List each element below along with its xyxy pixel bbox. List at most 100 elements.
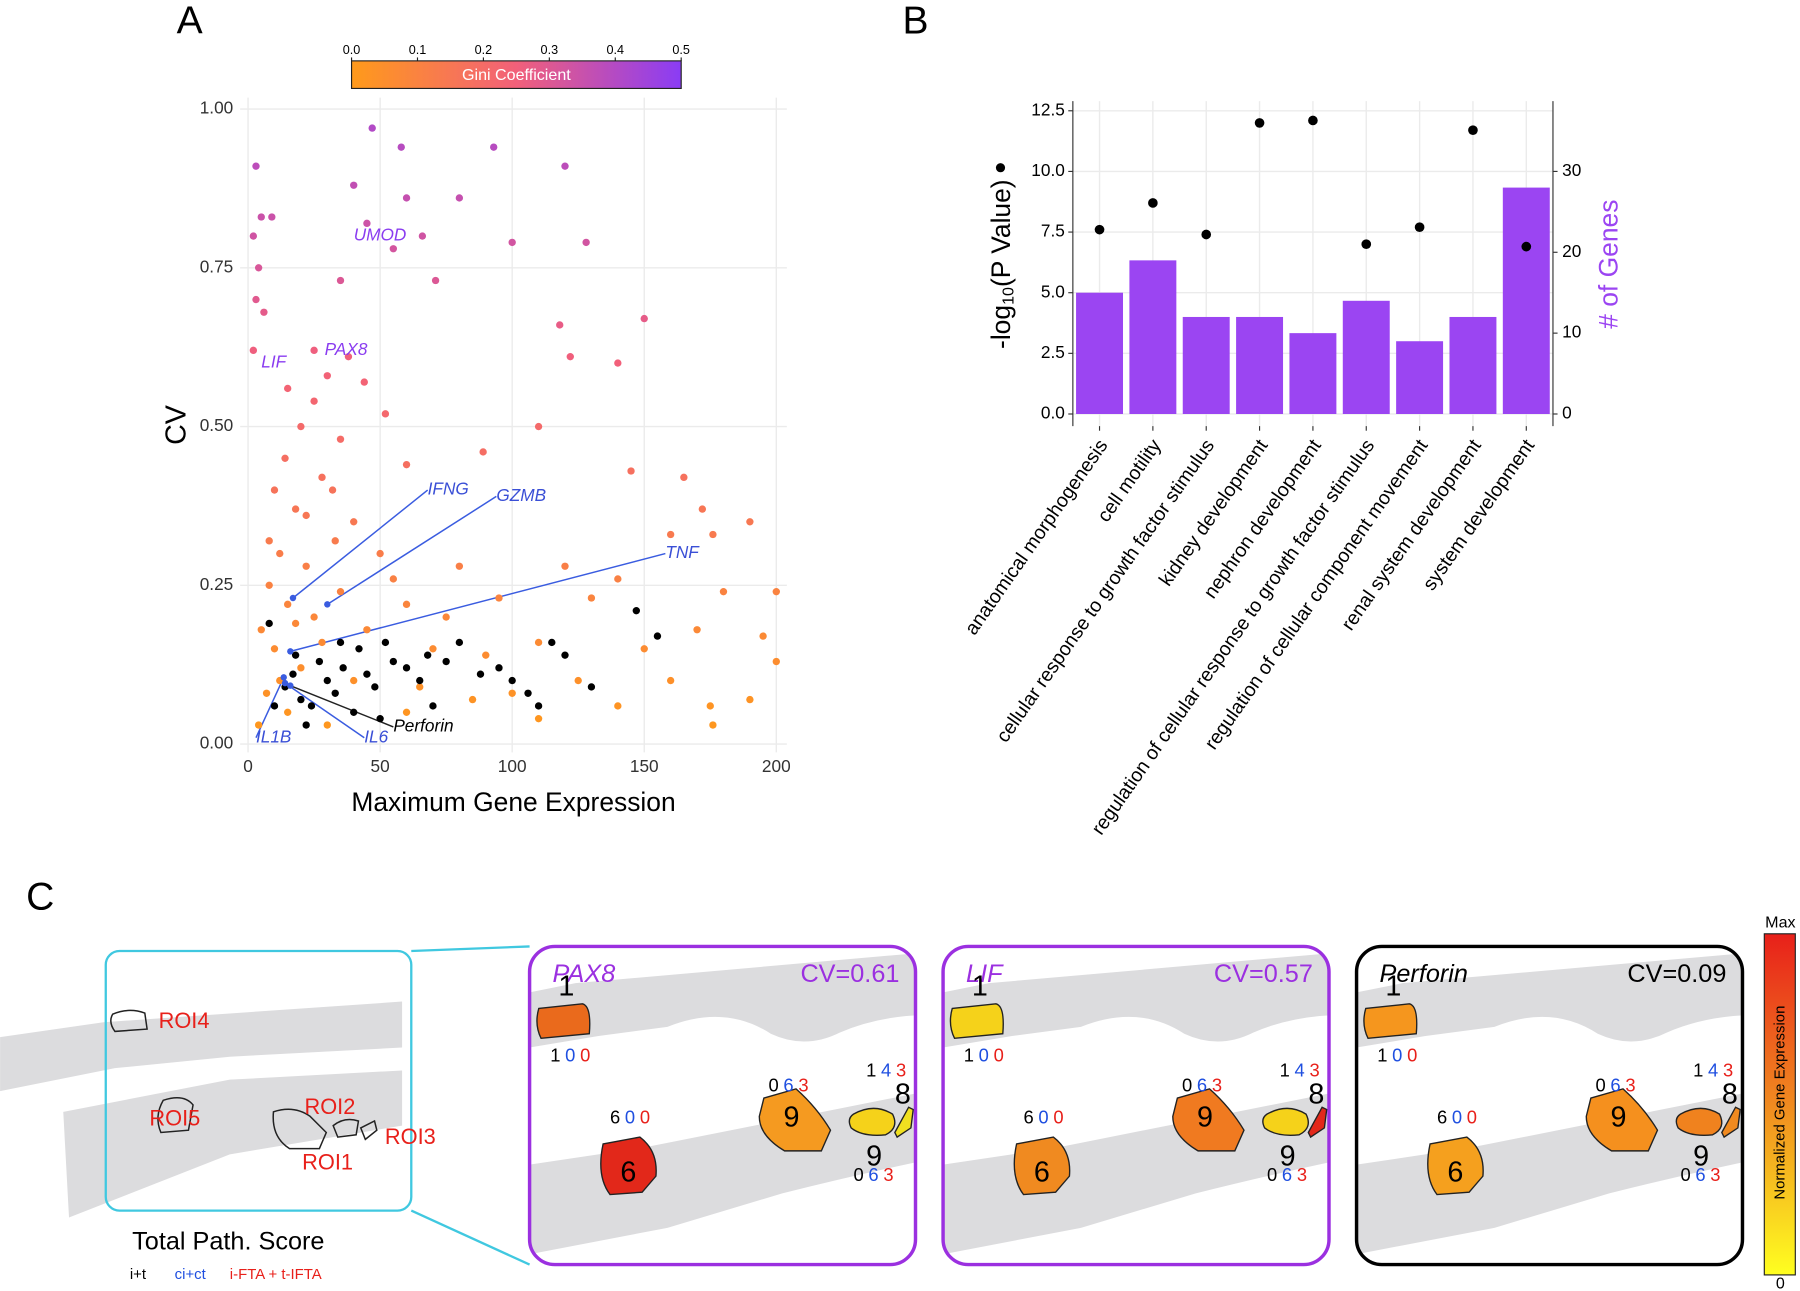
- data-point: [416, 676, 424, 685]
- data-point: [468, 695, 477, 704]
- region-label: 9: [1197, 1101, 1213, 1133]
- colorbar-tick-label: 0.1: [409, 43, 427, 57]
- data-point: [350, 708, 358, 716]
- region: [1013, 1136, 1071, 1196]
- region-score: 4: [881, 1059, 891, 1080]
- panel-label: C: [26, 876, 54, 919]
- annotation-connector: [290, 552, 666, 653]
- region-label: 1: [972, 970, 988, 1002]
- data-point: [402, 194, 411, 202]
- data-point: [416, 683, 424, 691]
- colorbar: [350, 60, 682, 90]
- data-point: [476, 670, 485, 678]
- roi-label: ROI1: [302, 1149, 353, 1174]
- data-point: [495, 664, 503, 672]
- colorbar-label: Gini Coefficient: [462, 66, 571, 84]
- region-score: 3: [1309, 1059, 1319, 1080]
- region-score: 0: [1467, 1107, 1477, 1128]
- annotated-point: [287, 682, 294, 689]
- gene-annotation: IL1B: [256, 726, 291, 746]
- region-label: 8: [1722, 1078, 1738, 1110]
- data-point: [640, 314, 648, 323]
- data-point: [323, 372, 331, 380]
- dot: [1254, 118, 1265, 128]
- data-point: [431, 276, 440, 285]
- data-point: [389, 657, 398, 666]
- annotation-connector: [326, 495, 497, 605]
- bar: [1182, 316, 1230, 414]
- panel-tissue: [529, 953, 916, 1255]
- roi-outline: [359, 1119, 378, 1141]
- region-score: 0: [1595, 1074, 1605, 1095]
- legend-item: i+t: [130, 1266, 147, 1283]
- region-score: 6: [1437, 1107, 1447, 1128]
- bar: [1342, 300, 1390, 414]
- data-point: [328, 486, 337, 494]
- panel-border: [527, 944, 918, 1267]
- colorbar-label: Normalized Gene Expression: [1771, 1006, 1788, 1200]
- data-point: [363, 219, 371, 228]
- region-score: 0: [979, 1045, 989, 1066]
- data-point: [534, 714, 543, 723]
- region-score: 1: [1377, 1045, 1387, 1066]
- roi-outline: [332, 1118, 360, 1138]
- data-point: [284, 708, 292, 716]
- y-tick-label: 0.75: [200, 256, 234, 276]
- data-point: [336, 435, 345, 443]
- dot: [1361, 239, 1372, 250]
- roi-outline: [157, 1097, 194, 1134]
- bar: [1289, 333, 1337, 414]
- data-point: [310, 397, 318, 405]
- data-point: [360, 378, 368, 386]
- region: [1721, 1106, 1741, 1139]
- bar: [1502, 187, 1550, 414]
- data-point: [566, 353, 574, 361]
- gene-name: PAX8: [553, 960, 616, 988]
- colorbar-tick-label: 0.0: [343, 43, 361, 57]
- data-point: [556, 321, 564, 329]
- panel-tissue: [1356, 953, 1743, 1255]
- gene-annotation: IFNG: [428, 479, 469, 499]
- x-tick-label: 50: [371, 756, 390, 776]
- data-point: [371, 683, 379, 691]
- cv-label: CV=0.61: [800, 960, 899, 988]
- gene-annotation: GZMB: [496, 485, 546, 505]
- region-score: 0: [1182, 1074, 1192, 1095]
- region-label: 6: [1447, 1156, 1463, 1188]
- data-point: [323, 721, 331, 729]
- data-point: [561, 651, 569, 659]
- data-point: [614, 575, 622, 583]
- data-point: [355, 645, 363, 653]
- annotated-point: [324, 601, 331, 608]
- data-point: [262, 689, 271, 697]
- y-tick-label: 0.50: [200, 415, 234, 435]
- region-score: 3: [883, 1164, 893, 1185]
- data-point: [302, 511, 310, 520]
- data-point: [289, 670, 297, 678]
- cv-label: CV=0.09: [1627, 960, 1726, 988]
- annotated-point: [281, 679, 289, 687]
- region-score: 6: [868, 1164, 878, 1185]
- data-point: [270, 702, 279, 710]
- region-score: 0: [1392, 1045, 1402, 1066]
- region-score: 6: [1023, 1107, 1033, 1128]
- region-label: 9: [783, 1101, 799, 1133]
- data-point: [709, 530, 717, 539]
- data-point: [268, 213, 276, 221]
- data-point: [284, 384, 292, 393]
- colorbar-tick-label: 0.5: [672, 43, 690, 57]
- tissue-band: [529, 953, 916, 1048]
- y2-tick-label: 10: [1562, 322, 1581, 342]
- region-score: 4: [1295, 1059, 1305, 1080]
- region-score: 3: [896, 1059, 906, 1080]
- region-score: 3: [1212, 1074, 1222, 1095]
- cv-label: CV=0.57: [1214, 960, 1313, 988]
- dot: [1201, 229, 1212, 240]
- data-point: [495, 594, 503, 602]
- data-point: [534, 702, 543, 710]
- roi-outline: [272, 1108, 328, 1150]
- y-label-rest: (P Value): [986, 179, 1016, 287]
- dot: [1308, 115, 1318, 126]
- data-point: [270, 486, 279, 494]
- data-point: [632, 607, 640, 615]
